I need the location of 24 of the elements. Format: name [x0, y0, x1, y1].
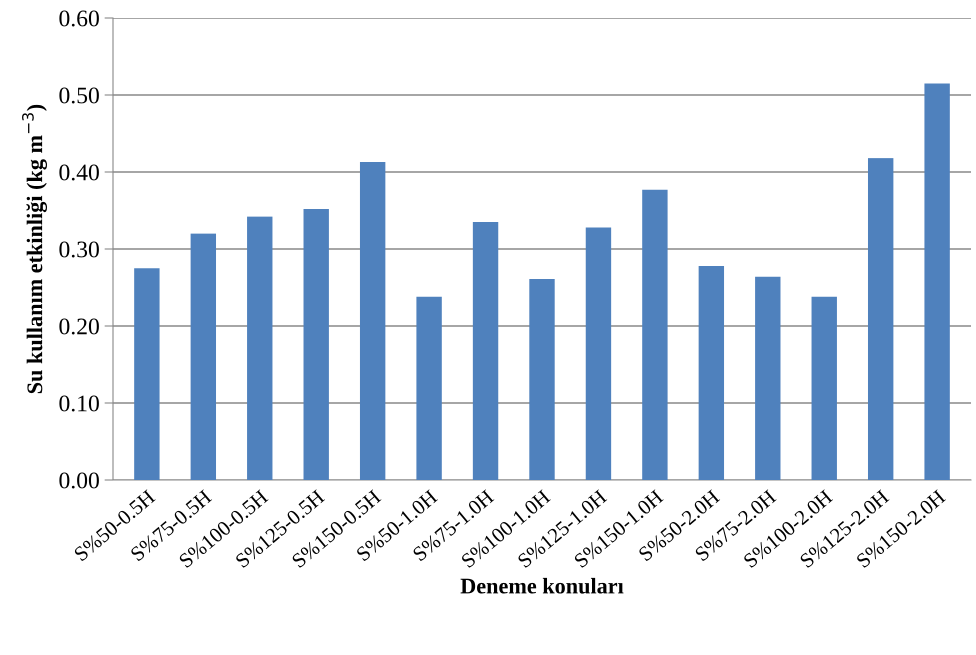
bar	[868, 158, 894, 480]
y-tick-label: 0.00	[59, 472, 99, 489]
y-axis-title: Su kullanım etkinliği (kg m$^{−3}$)	[22, 104, 47, 394]
y-tick-label: 0.20	[59, 318, 99, 335]
bar	[586, 227, 612, 480]
bar	[698, 266, 724, 480]
bar	[247, 216, 272, 480]
bar	[304, 208, 329, 480]
y-tick-label: 0.10	[59, 395, 99, 412]
bar	[529, 279, 555, 480]
bar	[812, 296, 837, 480]
y-tick-label: 0.40	[59, 164, 99, 181]
bar	[755, 276, 780, 480]
bar	[472, 222, 498, 480]
y-tick-label: 0.30	[59, 241, 99, 258]
bar	[134, 268, 160, 480]
y-tick-label: 0.50	[59, 87, 99, 104]
bar	[924, 83, 950, 480]
y-tick-label: 0.60	[59, 10, 99, 27]
bar	[416, 296, 442, 480]
x-axis-title: Deneme konuları	[460, 578, 624, 594]
bar	[642, 190, 668, 480]
bar	[190, 234, 216, 480]
bar	[360, 162, 386, 480]
